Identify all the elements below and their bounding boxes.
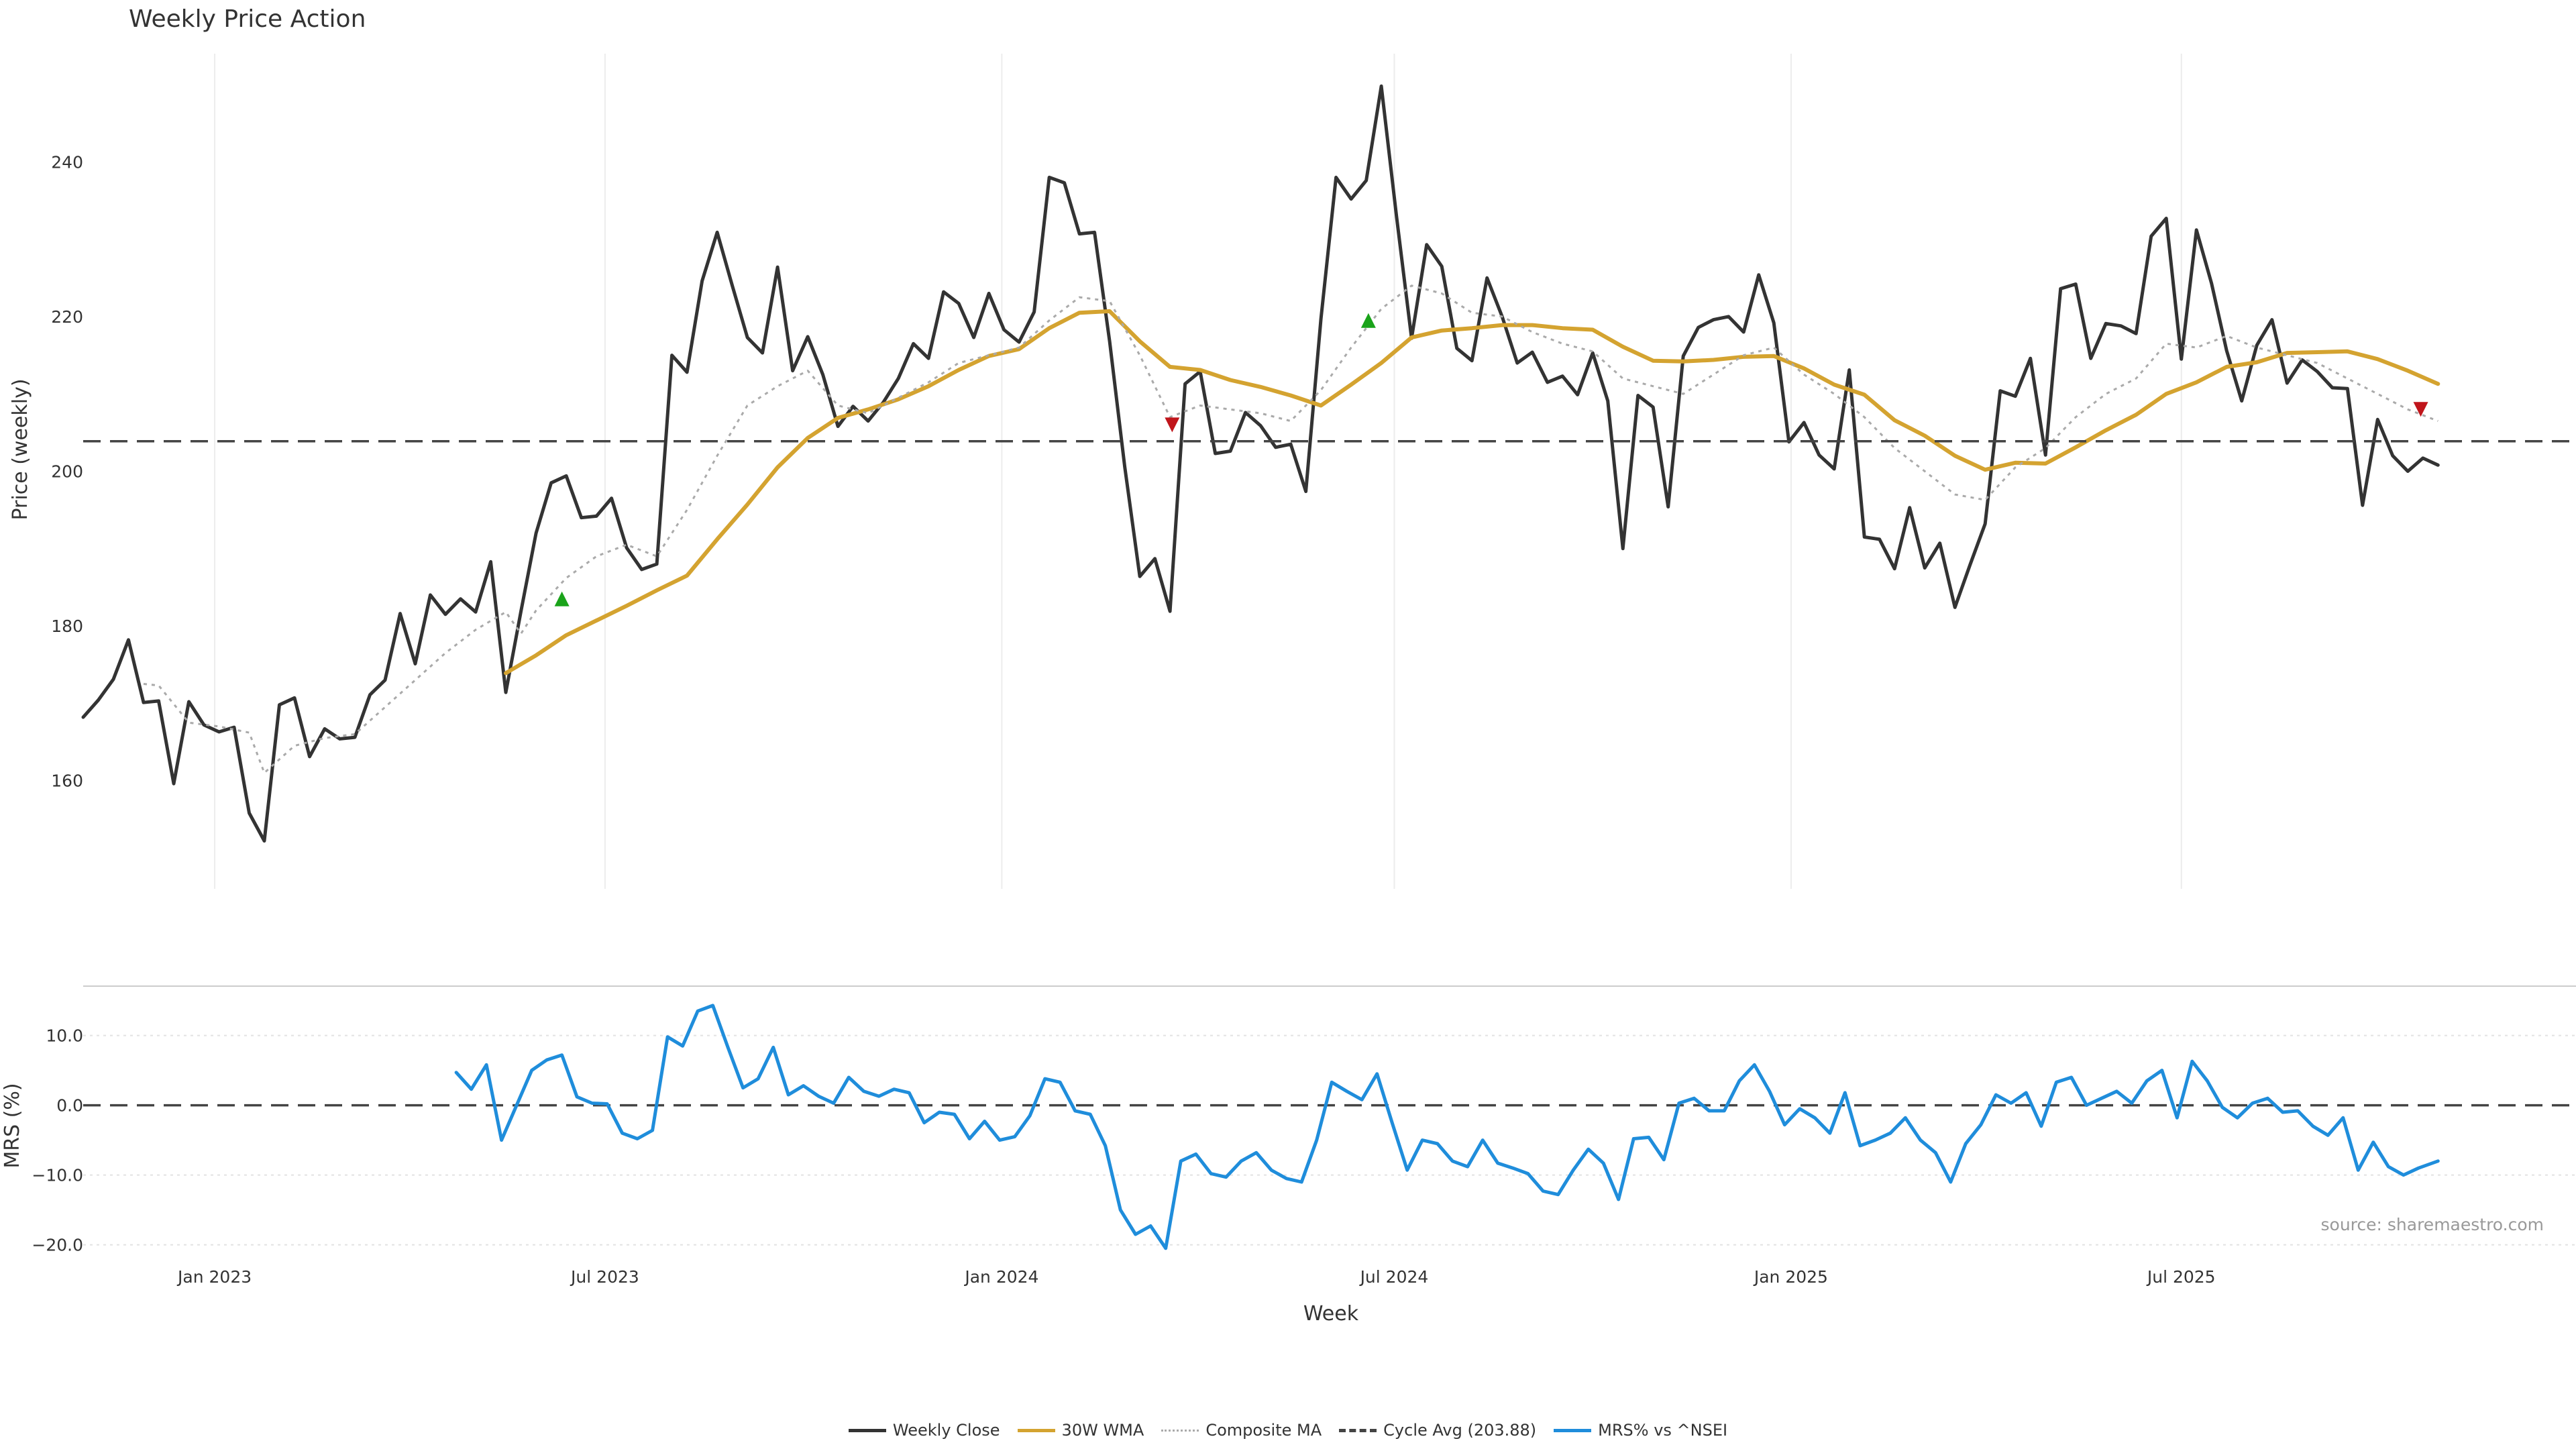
price-y-tick-label: 180 <box>51 616 83 636</box>
legend-label: 30W WMA <box>1061 1421 1144 1440</box>
x-tick-label: Jan 2023 <box>176 1267 252 1287</box>
legend-item-weekly-close: Weekly Close <box>848 1421 1000 1440</box>
legend-item-mrs-vs-nsei: MRS% vs ^NSEI <box>1554 1421 1727 1440</box>
price-y-tick-label: 200 <box>51 462 83 482</box>
source-note: source: sharemaestro.com <box>2321 1215 2544 1234</box>
price-y-tick-label: 220 <box>51 307 83 327</box>
x-tick-label: Jul 2024 <box>1359 1267 1429 1287</box>
buy-signal-marker <box>1360 313 1376 328</box>
chart-title: Weekly Price Action <box>129 5 366 33</box>
mrs-y-tick-label: 0.0 <box>56 1096 83 1116</box>
mrs-y-axis-label: MRS (%) <box>1 1083 24 1168</box>
legend-swatch <box>848 1428 886 1432</box>
legend-label: Cycle Avg (203.88) <box>1383 1421 1537 1440</box>
legend-swatch <box>1017 1428 1055 1432</box>
sell-signal-marker <box>2413 402 2428 417</box>
weekly-close-line <box>81 84 2440 843</box>
legend-swatch <box>1339 1428 1377 1432</box>
30w-wma-line <box>504 309 2440 676</box>
x-tick-label: Jul 2025 <box>2146 1267 2216 1287</box>
price-panel: Weekly Price Action Price (weekly) 160 18… <box>9 5 2576 889</box>
mrs-y-tick-label: −20.0 <box>32 1236 83 1255</box>
x-tick-label: Jan 2024 <box>963 1267 1038 1287</box>
composite-ma-line <box>143 284 2438 774</box>
legend: Weekly Close 30W WMA Composite MA Cycle Avg… <box>0 1415 2576 1445</box>
price-y-tick-label: 160 <box>51 771 83 791</box>
legend-label: MRS% vs ^NSEI <box>1598 1421 1728 1440</box>
price-y-tick-label: 240 <box>51 152 83 172</box>
x-tick-label: Jan 2025 <box>1753 1267 1828 1287</box>
price-y-axis-label: Price (weekly) <box>9 378 32 520</box>
sell-signal-marker <box>1165 417 1180 433</box>
mrs-line <box>454 1004 2440 1250</box>
legend-swatch <box>1161 1429 1199 1432</box>
legend-label: Weekly Close <box>892 1421 1000 1440</box>
legend-item-30w-wma: 30W WMA <box>1017 1421 1144 1440</box>
legend-item-cycle-avg-203-88: Cycle Avg (203.88) <box>1339 1421 1536 1440</box>
x-axis-label: Week <box>1303 1302 1359 1326</box>
mrs-panel: MRS (%) 10.0 0.0 −10.0 −20.0 source: sharem… <box>1 1004 2576 1255</box>
legend-swatch <box>1554 1428 1592 1432</box>
mrs-y-tick-label: 10.0 <box>46 1026 83 1046</box>
mrs-y-tick-label: −10.0 <box>32 1166 83 1185</box>
legend-item-composite-ma: Composite MA <box>1161 1421 1322 1440</box>
buy-signal-marker <box>554 591 570 606</box>
legend-label: Composite MA <box>1205 1421 1322 1440</box>
x-tick-label: Jul 2023 <box>570 1267 639 1287</box>
